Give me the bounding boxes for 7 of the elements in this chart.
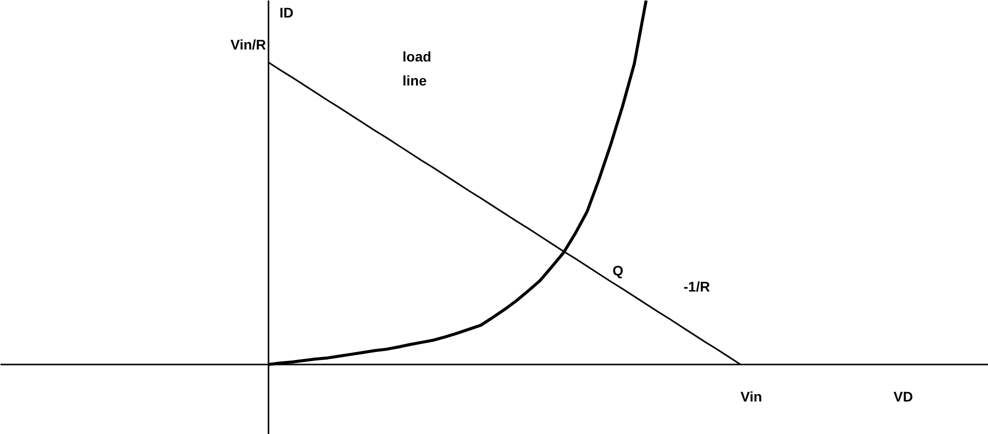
- annotation: Vin/R: [230, 36, 266, 52]
- text: VD: [894, 388, 913, 404]
- annotation: load line: [402, 48, 432, 88]
- annotation: Q: [612, 262, 624, 278]
- y-axis-title: ID: [280, 4, 294, 20]
- text: Vin: [740, 388, 762, 404]
- annotation: -1/R: [684, 278, 710, 294]
